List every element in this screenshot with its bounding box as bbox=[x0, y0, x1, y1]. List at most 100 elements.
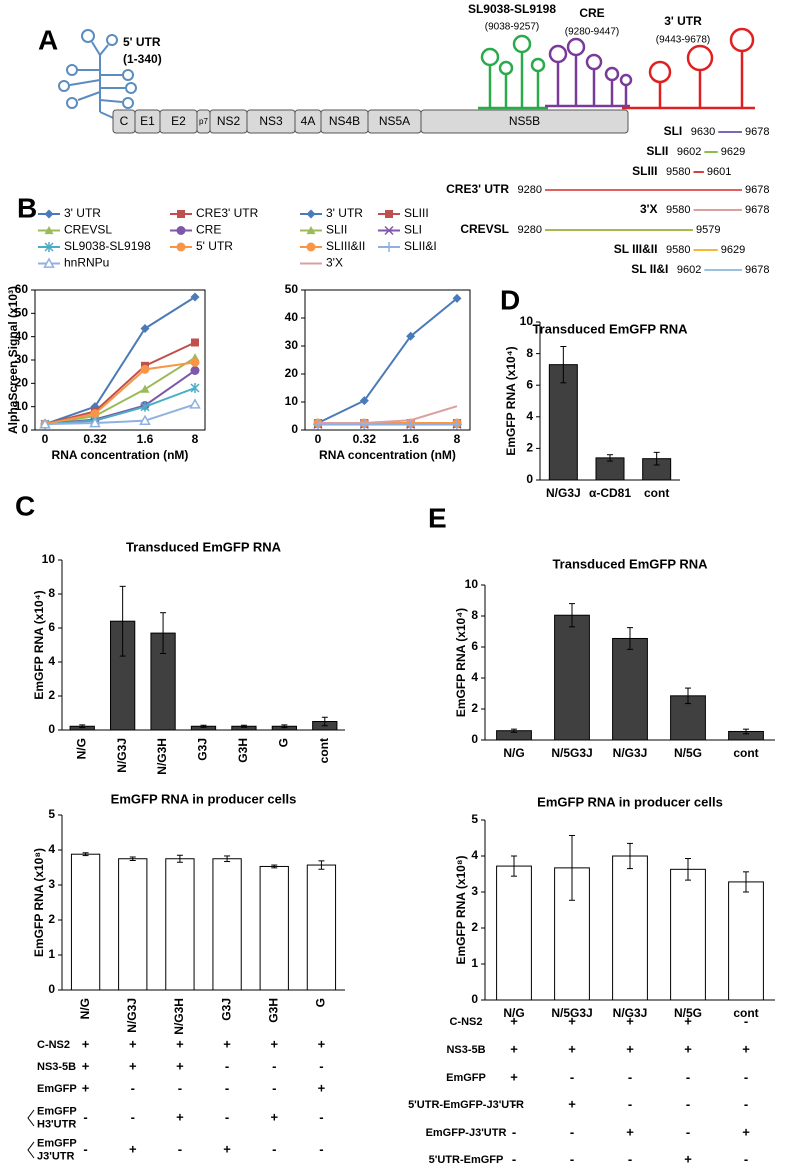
y-tick-label: 3 bbox=[48, 877, 55, 891]
x-tick-label: G bbox=[277, 738, 291, 747]
row-mark: - bbox=[272, 1080, 276, 1095]
row-mark: + bbox=[82, 1080, 90, 1095]
row-label: NS3-5B bbox=[37, 1061, 76, 1073]
marker-shape bbox=[190, 366, 200, 375]
marker-shape bbox=[306, 209, 316, 219]
marker bbox=[140, 364, 150, 374]
y-tick-label: 5 bbox=[48, 807, 55, 821]
row-mark: - bbox=[272, 1141, 276, 1156]
gene-label: NS5A bbox=[379, 114, 410, 128]
error-bar bbox=[743, 871, 749, 893]
y-tick-label: 40 bbox=[285, 310, 299, 324]
marker bbox=[139, 414, 151, 426]
y-tick-label: 20 bbox=[285, 366, 299, 380]
row-mark: + bbox=[318, 1080, 326, 1095]
x-tick-label: 8 bbox=[192, 432, 199, 446]
bar bbox=[496, 865, 532, 1001]
marker-shape bbox=[140, 364, 150, 374]
legend-marker bbox=[177, 210, 185, 218]
row-mark: + bbox=[626, 1013, 634, 1028]
marker-shape bbox=[177, 210, 185, 218]
marker-shape bbox=[43, 257, 55, 268]
region-start: 9602 bbox=[677, 264, 701, 276]
panel-label: C bbox=[15, 490, 35, 521]
gene-label: NS5B bbox=[509, 114, 540, 128]
marker bbox=[190, 292, 200, 302]
x-tick-label: N/5G bbox=[674, 746, 702, 760]
x-tick-label: 1.6 bbox=[402, 432, 419, 446]
y-tick-label: 2 bbox=[471, 920, 478, 934]
y-tick-label: 8 bbox=[48, 586, 55, 600]
gene-label: p7 bbox=[199, 117, 208, 126]
row-mark: - bbox=[686, 1124, 690, 1139]
row-label: 5'UTR-EmGFP-J3'UTR bbox=[408, 1099, 524, 1111]
y-tick-label: 30 bbox=[285, 338, 299, 352]
y-tick-label: 20 bbox=[15, 376, 29, 390]
marker-shape bbox=[176, 226, 186, 235]
gene-label: C bbox=[120, 114, 129, 128]
row-mark: + bbox=[684, 1151, 692, 1166]
marker-shape bbox=[190, 357, 200, 367]
marker bbox=[452, 293, 462, 303]
legend-label: CREVSL bbox=[64, 223, 112, 237]
error-bar bbox=[82, 852, 89, 857]
x-tick-label: N/G3J bbox=[613, 746, 648, 760]
legend-label: SL9038-SL9198 bbox=[64, 239, 151, 253]
marker-shape bbox=[140, 384, 150, 393]
marker-shape bbox=[140, 324, 150, 333]
row-mark: + bbox=[270, 1036, 278, 1051]
error-bar bbox=[281, 724, 288, 729]
y-axis-label: EmGFP RNA (x10⁴) bbox=[32, 590, 46, 699]
row-mark: + bbox=[82, 1036, 90, 1051]
row-label: EmGFP bbox=[37, 1137, 77, 1149]
bar bbox=[612, 637, 648, 741]
y-tick-label: 2 bbox=[48, 688, 55, 702]
error-bar bbox=[627, 627, 633, 650]
x-tick-label: G bbox=[314, 998, 328, 1007]
y-tick-label: 6 bbox=[48, 620, 55, 634]
row-mark: - bbox=[744, 1096, 748, 1111]
error-bar bbox=[321, 716, 328, 727]
y-tick-label: 40 bbox=[15, 329, 29, 343]
legend-marker bbox=[176, 242, 186, 252]
panel-label: E bbox=[428, 502, 447, 533]
series-line bbox=[44, 403, 196, 426]
x-tick-label: 0.32 bbox=[83, 432, 107, 446]
y-tick-label: 0 bbox=[21, 422, 28, 436]
y-tick-label: 3 bbox=[471, 884, 478, 898]
marker bbox=[190, 383, 200, 393]
legend-marker bbox=[384, 225, 394, 236]
row-mark: - bbox=[131, 1080, 135, 1095]
marker bbox=[90, 409, 100, 419]
marker bbox=[190, 366, 200, 375]
marker bbox=[39, 418, 51, 429]
legend-marker bbox=[306, 209, 316, 219]
gene-label: 4A bbox=[301, 114, 316, 128]
row-mark: + bbox=[510, 1041, 518, 1056]
marker-shape bbox=[406, 331, 416, 341]
row-mark: - bbox=[744, 1151, 748, 1166]
marker-shape bbox=[190, 292, 200, 302]
legend-marker bbox=[44, 226, 54, 235]
y-tick-label: 1 bbox=[471, 956, 478, 970]
region-end: 9601 bbox=[707, 166, 731, 178]
marker-shape bbox=[44, 226, 54, 235]
region-label: 5' UTR bbox=[123, 35, 161, 49]
x-tick-label: N/G3J bbox=[546, 486, 581, 500]
cre-structure bbox=[545, 37, 633, 108]
region-end: 9678 bbox=[745, 204, 769, 216]
row-mark: + bbox=[568, 1013, 576, 1028]
y-tick-label: 10 bbox=[465, 577, 479, 591]
region-name: CRE3' UTR bbox=[446, 182, 509, 196]
y-tick-label: 5 bbox=[471, 812, 478, 826]
y-tick-label: 8 bbox=[471, 608, 478, 622]
row-mark: + bbox=[684, 1013, 692, 1028]
row-mark: + bbox=[510, 1013, 518, 1028]
x-tick-label: N/G bbox=[503, 1006, 524, 1020]
error-bar bbox=[685, 858, 691, 881]
error-bar bbox=[653, 451, 660, 466]
row-mark: - bbox=[686, 1069, 690, 1084]
bar bbox=[670, 868, 706, 1001]
legend-label: 3'X bbox=[326, 256, 343, 270]
row-mark: - bbox=[628, 1151, 632, 1166]
